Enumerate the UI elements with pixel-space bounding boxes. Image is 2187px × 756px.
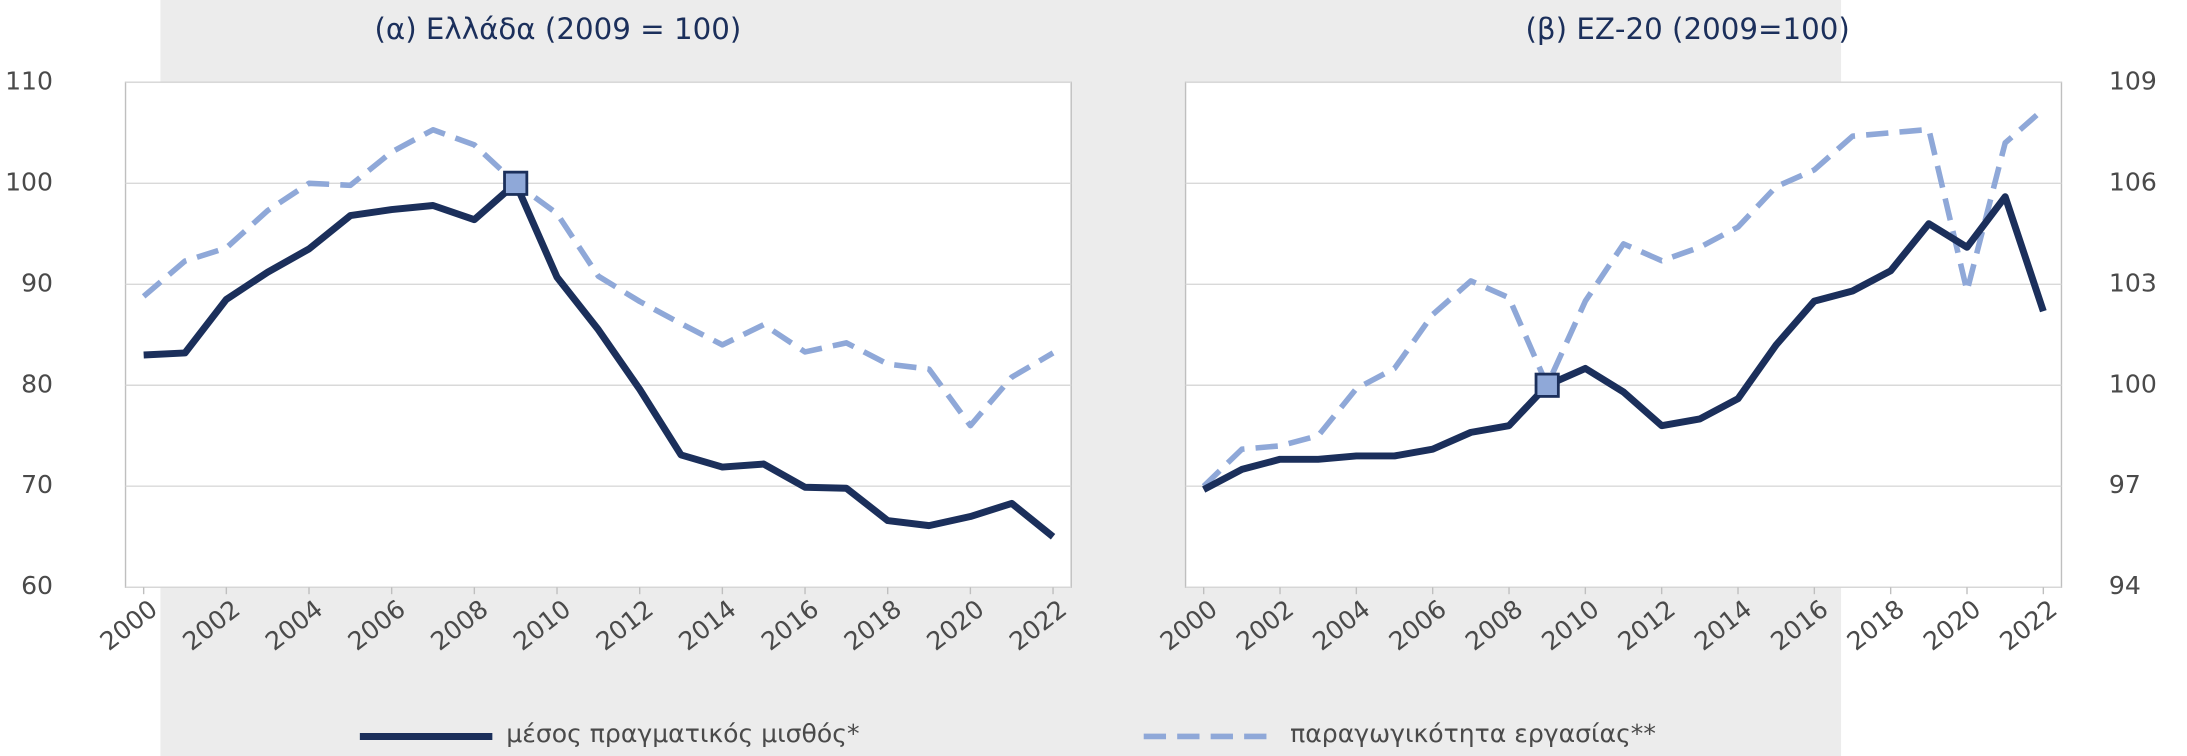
y-tick-label: 70: [21, 470, 53, 499]
plot-area: [1184, 81, 2063, 588]
y-tick-label: 109: [2109, 66, 2157, 95]
chart-title: (α) Ελλάδα (2009 = 100): [374, 12, 741, 46]
y-tick-label: 94: [2109, 571, 2141, 600]
chart-title: (β) ΕΖ-20 (2009=100): [1526, 12, 1850, 46]
x-tick-label: 2020: [1918, 594, 1986, 656]
y-tick-label: 100: [2109, 369, 2157, 398]
y-tick-label: 90: [21, 268, 53, 297]
y-tick-label: 60: [21, 571, 53, 600]
y-tick-label: 106: [2109, 167, 2157, 196]
x-tick-label: 2022: [1994, 594, 2062, 656]
series-line: [141, 126, 1055, 429]
legend-label: παραγωγικότητα εργασίας**: [1290, 719, 1656, 748]
series-line: [1201, 107, 2046, 489]
y-tick-label: 80: [21, 369, 53, 398]
highlight-marker: [503, 170, 529, 196]
x-tick-label: 2000: [95, 594, 163, 656]
series-line: [143, 179, 1056, 540]
y-tick-label: 100: [5, 167, 53, 196]
y-tick-label: 103: [2109, 268, 2157, 297]
y-tick-label: 110: [5, 66, 53, 95]
y-tick-label: 97: [2109, 470, 2141, 499]
series-line: [1202, 193, 2047, 493]
legend-label: μέσος πραγματικός μισθός*: [506, 719, 859, 748]
highlight-marker: [1534, 372, 1560, 398]
x-tick-label: 2018: [1842, 594, 1910, 656]
